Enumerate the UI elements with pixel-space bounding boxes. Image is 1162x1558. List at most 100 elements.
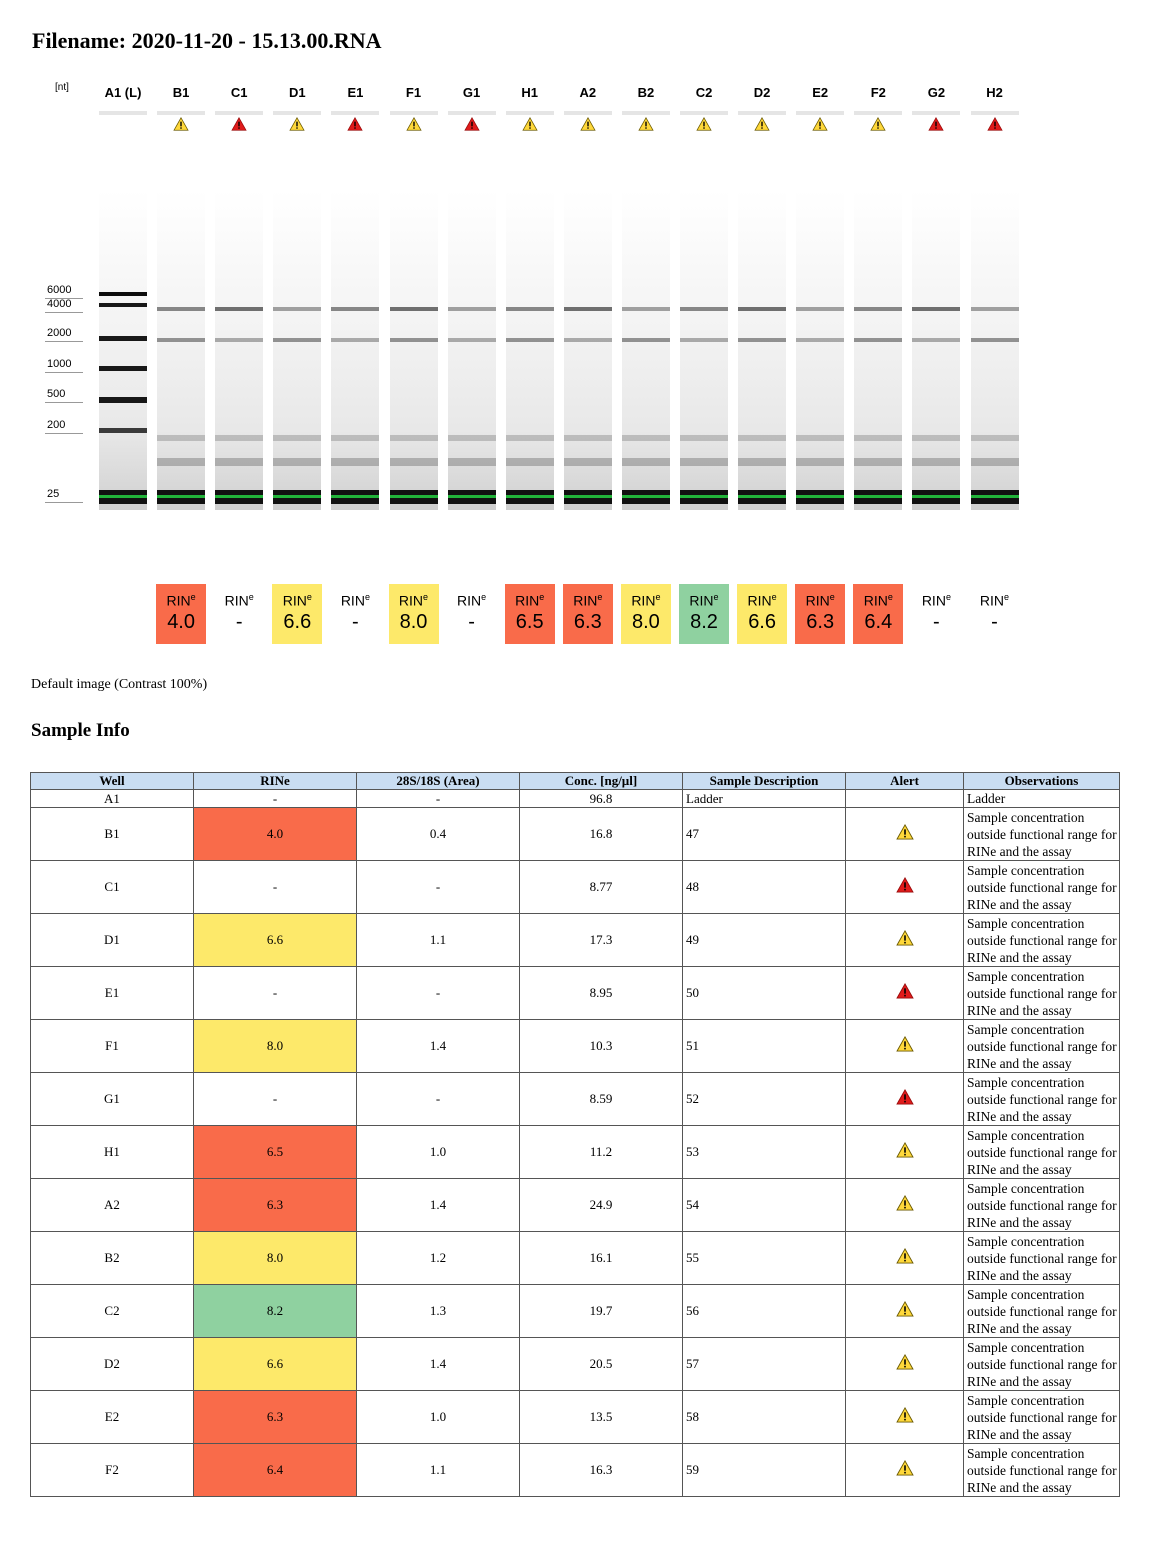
size-marker-tick (45, 312, 83, 313)
warning-alert-icon (870, 116, 886, 131)
gel-band (273, 338, 322, 342)
gel-band (505, 435, 554, 441)
table-row: E2 6.3 1.0 13.5 58 Sample concentration outsi… (30, 1390, 1120, 1444)
gel-band (99, 428, 147, 433)
cell-observations: Sample concentration outside functional … (963, 860, 1120, 914)
rin-score-label: RINe (863, 592, 893, 609)
lane-label: A1 (L) (104, 85, 142, 100)
cell-ratio: - (356, 1072, 520, 1126)
cell-ratio: 1.4 (356, 1019, 520, 1073)
cell-description: 52 (682, 1072, 846, 1126)
rin-score-box: RINe 6.5 (504, 584, 555, 644)
gel-lane (563, 190, 612, 510)
rin-score-label-sup: e (423, 592, 429, 602)
lane-label: G2 (927, 85, 946, 100)
cell-alert (845, 913, 964, 967)
table-header-row: Well RINe 28S/18S (Area) Conc. [ng/µl] S… (30, 772, 1120, 790)
rin-score-label-sup: e (1004, 592, 1010, 602)
lane-well (854, 111, 903, 115)
cell-ratio: - (356, 789, 520, 808)
table-row: F2 6.4 1.1 16.3 59 Sample concentration outsi… (30, 1443, 1120, 1497)
rin-score-value: 6.5 (515, 610, 544, 633)
gel-band (970, 338, 1019, 342)
rin-score-value: 6.3 (573, 610, 602, 633)
warning-alert-icon (405, 116, 422, 131)
cell-ratio: 1.0 (356, 1390, 520, 1444)
lower-marker-band (563, 490, 612, 504)
cell-rine: 6.5 (193, 1125, 357, 1179)
cell-ratio: 1.3 (356, 1284, 520, 1338)
lane-label: E1 (347, 85, 364, 100)
size-marker-tick (45, 298, 83, 299)
rin-score-value: - (468, 610, 475, 633)
lane-label: F1 (405, 85, 422, 100)
gel-caption: Default image (Contrast 100%) (31, 677, 208, 692)
rin-score-label-sup: e (713, 592, 719, 602)
lower-marker-line (796, 495, 845, 498)
lane-label: H1 (521, 85, 538, 100)
lower-marker-line (331, 495, 380, 498)
cell-conc: 8.95 (519, 966, 683, 1020)
gel-band (331, 458, 380, 466)
gel-band (505, 307, 554, 311)
rin-score-label-sup: e (945, 592, 951, 602)
cell-conc: 96.8 (519, 789, 683, 808)
col-header-well: Well (30, 772, 194, 790)
cell-rine: 8.0 (193, 1231, 357, 1285)
gel-band (970, 307, 1019, 311)
cell-alert (845, 789, 964, 808)
rin-score-value: - (352, 610, 359, 633)
lower-marker-line (970, 495, 1019, 498)
cell-well: E1 (30, 966, 194, 1020)
lower-marker-line (680, 495, 728, 498)
cell-description: 53 (682, 1125, 846, 1179)
cell-observations: Sample concentration outside functional … (963, 1231, 1120, 1285)
gel-band (621, 307, 670, 311)
cell-well: B1 (30, 807, 194, 861)
col-header-observations: Observations (963, 772, 1120, 790)
gel-lane (796, 190, 845, 510)
unit-label: [nt] (55, 82, 69, 93)
gel-lane (680, 190, 728, 510)
gel-band (563, 458, 612, 466)
table-row: A1- -96.8 Ladder Ladder (30, 789, 1120, 808)
lane-well (273, 111, 322, 115)
lower-marker-band (447, 490, 496, 504)
cell-observations: Sample concentration outside functional … (963, 966, 1120, 1020)
size-marker-tick (45, 372, 83, 373)
lower-marker-band (157, 490, 206, 504)
rin-score-box: RINe 8.0 (620, 584, 671, 644)
size-marker-label: 6000 (47, 284, 72, 296)
lower-marker-band (331, 490, 380, 504)
size-marker-tick (45, 402, 83, 403)
gel-band (912, 338, 961, 342)
rin-score-box: RINe - (330, 584, 381, 644)
cell-alert (845, 1178, 964, 1232)
rin-score-box: RINe 4.0 (156, 584, 207, 644)
col-header-alert: Alert (845, 772, 964, 790)
lane-well (970, 111, 1019, 115)
gel-band (796, 307, 845, 311)
col-header-conc: Conc. [ng/µl] (519, 772, 683, 790)
cell-conc: 17.3 (519, 913, 683, 967)
warning-alert-icon (696, 116, 712, 131)
lane-well (912, 111, 961, 115)
rin-score-box: RINe 8.0 (388, 584, 439, 644)
gel-band (273, 458, 322, 466)
lane-well (157, 111, 206, 115)
lower-marker-band (621, 490, 670, 504)
gel-image: [nt] 6000 4000 2000 1000 500 200 25 A1 (L) B1 C1 D… (0, 0, 1162, 660)
cell-alert (845, 1337, 964, 1391)
rin-score-label-sup: e (655, 592, 661, 602)
cell-observations: Sample concentration outside functional … (963, 1284, 1120, 1338)
table-row: B2 8.0 1.2 16.1 55 Sample concentration outsi… (30, 1231, 1120, 1285)
lane-well (331, 111, 380, 115)
warning-alert-icon (895, 1459, 914, 1479)
rin-score-label: RINe (166, 592, 196, 609)
rin-score-box: RINe 6.6 (737, 584, 788, 644)
rin-score-box: RINe 6.3 (795, 584, 846, 644)
col-header-rine: RINe (193, 772, 357, 790)
lower-marker-band (99, 490, 147, 504)
section-title-sample-info: Sample Info (31, 720, 130, 741)
cell-well: A1 (30, 789, 194, 808)
